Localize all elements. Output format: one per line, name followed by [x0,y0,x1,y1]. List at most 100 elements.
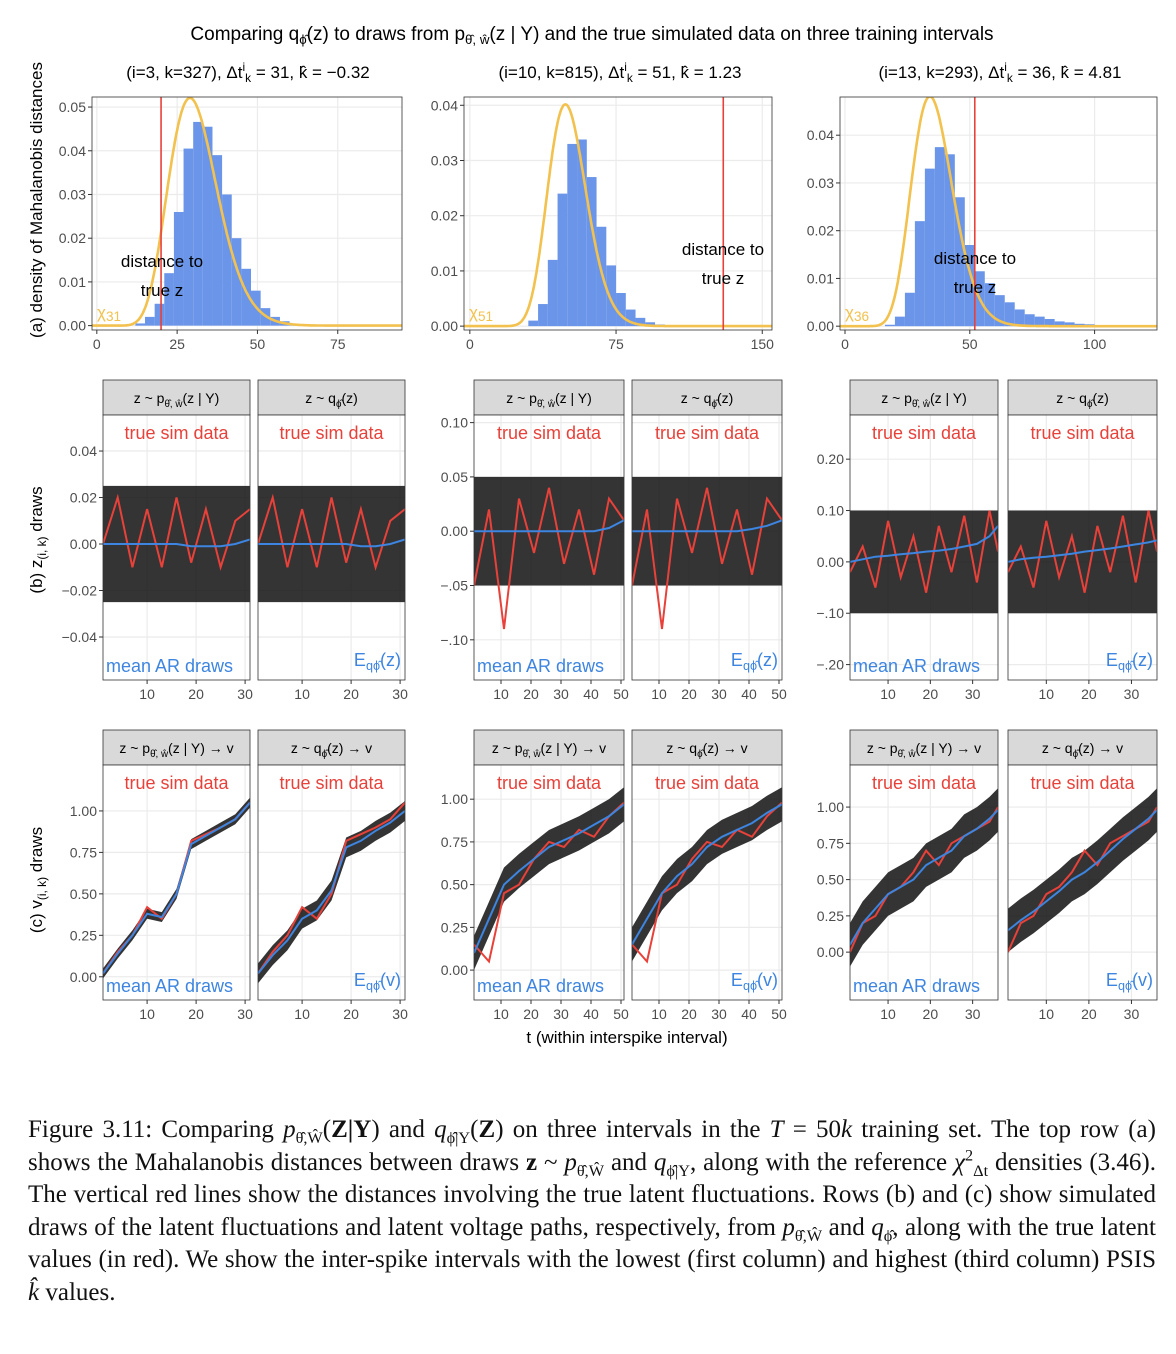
caption-text: θ̂,Ŵ [794,1226,823,1245]
y-tick-label: 0.03 [807,175,834,191]
draws-band [850,510,998,614]
caption-text: and [604,1148,654,1176]
column-subtitle-part: = 31, k̂ = −0.32 [251,63,370,82]
panel-content [1008,788,1157,953]
strip-label: z ~ qϕ̂(z) [1056,390,1109,410]
truth-line [632,487,782,630]
caption-text: training set. The top row (a) shows the … [28,1116,1156,1176]
column-subtitle-part: i [1004,60,1007,74]
expectation-label-part: qϕ̂ [1118,659,1135,673]
histogram-bar [183,148,194,326]
x-tick-label: 50 [250,336,266,352]
histogram-bar [616,293,626,327]
expectation-label-part: qϕ̂ [366,659,383,673]
column-subtitle-part: = 51, k̂ = 1.23 [633,63,742,82]
y-tick-label: 0.04 [59,143,86,159]
caption-text: ( [470,1116,479,1143]
mean-line [103,801,250,975]
mean-line [258,538,405,548]
histogram-bar [567,143,578,327]
figure-title: Comparing qϕ̂(z) to draws from pθ̂, ŵ(z … [190,24,993,47]
y-tick-label: 0.00 [441,523,468,539]
strip [473,729,625,766]
histogram-bar [557,193,568,327]
strip [102,729,251,766]
column-subtitle-part: k [245,71,251,85]
caption-text: = 50 [783,1116,842,1143]
row-label: (c) v(i, k) draws [27,827,49,933]
caption-text: z [526,1148,538,1176]
y-tick-label: −.10 [816,605,844,621]
row-label-part: draws [27,486,46,536]
row-label-part: (c) v [27,900,46,934]
y-tick-label: 0.00 [70,969,97,985]
histogram-bar [193,121,203,326]
x-tick-label: 150 [751,336,775,352]
histogram-bar [1034,316,1045,327]
panel-content [92,97,402,330]
histogram-bar [984,283,995,327]
truth-line [258,801,405,975]
draws-band [103,797,250,979]
histogram-bar [1044,319,1055,327]
strip [257,729,406,766]
expectation-label-part: qϕ̂ [743,979,760,993]
y-tick-label: 0.00 [441,962,468,978]
y-tick-label: −.05 [440,578,468,594]
histogram-bar [924,168,935,327]
histogram-bar [154,303,165,326]
expectation-label-part: E [354,970,366,990]
strip-label-part: (z) → v [703,740,748,756]
strip-label-part: z ~ p [506,390,537,406]
y-tick-label: 0.75 [817,835,844,851]
x-tick-label: 75 [608,336,624,352]
histogram-bar [934,147,945,327]
expectation-label-part: E [1106,970,1118,990]
y-tick-label: −0.04 [62,629,98,645]
row-label-part: (i, k) [35,536,49,559]
strip-label-part: z ~ p [492,740,523,756]
histogram-bar [635,317,646,327]
strip-label-part: z ~ q [1042,740,1073,756]
y-tick-label: 0.01 [807,270,834,286]
strip [102,379,251,416]
truth-label: true sim data [279,773,384,793]
strip-label: z ~ qϕ̂(z) [681,390,734,410]
histogram-bar [202,126,213,326]
panel-background [474,765,624,1000]
expectation-label-part: E [731,650,743,670]
caption-text: χ [954,1148,966,1176]
chi-symbol: χ [97,303,106,322]
truth-label: true sim data [124,423,229,443]
histogram-bar [538,304,548,327]
caption-text: 2 [965,1146,974,1165]
caption-text: ~ [537,1148,565,1176]
x-tick-label: 40 [741,1006,757,1022]
row-label-part: draws [27,827,46,877]
strip-label: z ~ qϕ̂(z) → v [291,740,372,760]
x-tick-label: 20 [923,1006,939,1022]
panel-content [464,97,772,330]
x-tick-label: 30 [392,1006,408,1022]
x-tick-label: 40 [583,686,599,702]
caption-text: q [434,1116,447,1143]
chi-symbol: χ [469,303,478,322]
caption-text: , along with the true latent values (in … [28,1213,1156,1274]
y-tick-label: −.20 [816,657,844,673]
panel-content [632,787,782,964]
panel-border [463,96,773,331]
figure-title-part: Comparing q [190,24,299,45]
mean-label: mean AR draws [853,656,980,676]
truth-label: true sim data [497,423,602,443]
strip [631,729,783,766]
strip-label: z ~ pθ̂, ŵ(z | Y) [881,390,967,410]
y-tick-label: 0.02 [59,230,86,246]
strip-label: z ~ pθ̂, ŵ(z | Y) → v [492,740,606,760]
strip-label-part: (z | Y) [555,390,592,406]
column-subtitle: (i=3, k=327), Δtik = 31, k̂ = −0.32 [126,60,369,85]
column-subtitle-part: i [243,60,246,74]
y-tick-label: 0.03 [59,186,86,202]
panel-content [103,797,250,979]
expectation-label: Eqϕ̂(z) [354,650,401,673]
